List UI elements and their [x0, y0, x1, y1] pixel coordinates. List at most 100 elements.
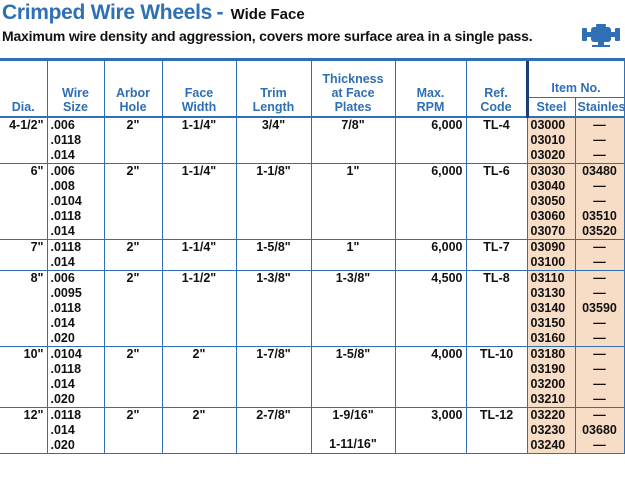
cell-max-rpm-value: 6,000 — [431, 118, 463, 132]
cell-ref-code-value: TL-10 — [479, 347, 514, 361]
cell-max-rpm: 6,000 — [394, 163, 466, 240]
cell-arbor-hole-value: 2" — [126, 118, 140, 132]
header-trim-length: Trim Length — [235, 58, 311, 118]
cell-steel-item-item: 03190 — [530, 362, 566, 376]
cell-steel-item: 03220 03230 03240 — [526, 407, 575, 454]
cell-max-rpm: 4,500 — [394, 270, 466, 347]
cell-face-width-value: 2" — [192, 408, 206, 422]
cell-arbor-hole-value: 2" — [126, 164, 140, 178]
cell-face-width: 1-1/4" — [161, 239, 236, 271]
header-thickness: Thickness at Face Plates — [310, 58, 395, 118]
cell-wire-size-item: .014 — [50, 377, 75, 391]
table-row: 4-1/2" .006.0118.014 2" 1-1/4" 3/4" 7/8" 6,000… — [0, 117, 625, 164]
cell-steel-item-item: 03220 — [530, 408, 566, 422]
cell-wire-size: .006.008.0104.0118.014 — [46, 163, 104, 240]
cell-steel-item-item: 03210 — [530, 392, 566, 406]
cell-max-rpm: 3,000 — [394, 407, 466, 454]
cell-wire-size-item: .0118 — [50, 301, 82, 315]
cell-face-width: 1-1/2" — [161, 270, 236, 347]
cell-dia-value: 7" — [30, 240, 44, 254]
cell-stainless-item-item: 03520 — [582, 224, 617, 238]
cell-arbor-hole: 2" — [103, 270, 162, 347]
cell-dia: 4-1/2" — [0, 117, 47, 164]
cell-stainless-item-item: — — [593, 331, 606, 345]
cell-steel-item-item: 03010 — [530, 133, 566, 147]
cell-thickness: 1" — [310, 163, 395, 240]
cell-wire-size-item: .0118 — [50, 240, 82, 254]
cell-max-rpm-value: 4,000 — [431, 347, 463, 361]
cell-steel-item-item: 03050 — [530, 194, 566, 208]
cell-arbor-hole: 2" — [103, 163, 162, 240]
cell-arbor-hole: 2" — [103, 407, 162, 454]
cell-trim-length-value: 2-7/8" — [256, 408, 291, 422]
cell-trim-length-value: 1-7/8" — [256, 347, 291, 361]
cell-wire-size-item: .020 — [50, 392, 75, 406]
cell-stainless-item-item: — — [593, 362, 606, 376]
cell-dia: 12" — [0, 407, 47, 454]
cell-wire-size-item: .014 — [50, 148, 75, 162]
cell-thickness-item: 1-5/8" — [335, 347, 371, 361]
cell-wire-size-item: .0104 — [50, 347, 82, 361]
cell-wire-size-item: .014 — [50, 316, 75, 330]
cell-trim-length-value: 1-1/8" — [256, 164, 291, 178]
cell-stainless-item-item: — — [593, 408, 606, 422]
cell-stainless-item-item: — — [593, 377, 606, 391]
cell-stainless-item-item: — — [593, 148, 606, 162]
cell-stainless-item-item: 03680 — [582, 423, 617, 437]
cell-face-width: 2" — [161, 407, 236, 454]
cell-dia: 6" — [0, 163, 47, 240]
cell-face-width-value: 1-1/4" — [181, 240, 217, 254]
header-steel: Steel — [525, 97, 575, 118]
cell-trim-length: 1-7/8" — [235, 346, 311, 408]
table-row: 10" .0104.0118.014.020 2" 2" 1-7/8" 1-5/8" 4,0… — [0, 346, 625, 408]
cell-wire-size: .006.0118.014 — [46, 117, 104, 164]
cell-trim-length-value: 3/4" — [261, 118, 286, 132]
cell-steel-item-item: 03100 — [530, 255, 566, 269]
cell-stainless-item-item: — — [593, 179, 606, 193]
cell-stainless-item-item: 03510 — [582, 209, 617, 223]
header-item-no: Item No. — [525, 58, 625, 98]
cell-stainless-item: —03680— — [574, 407, 625, 454]
page-header: Crimped Wire Wheels - Wide Face Maximum … — [0, 0, 625, 50]
cell-arbor-hole: 2" — [103, 239, 162, 271]
cell-ref-code: TL-6 — [465, 163, 527, 240]
cell-ref-code: TL-7 — [465, 239, 527, 271]
cell-stainless-item-item: — — [593, 194, 606, 208]
cell-face-width-value: 1-1/4" — [181, 164, 217, 178]
cell-wire-size-item: .008 — [50, 179, 75, 193]
cell-wire-size-item: .014 — [50, 255, 75, 269]
cell-wire-size: .0118.014 — [46, 239, 104, 271]
cell-face-width: 1-1/4" — [161, 117, 236, 164]
cell-wire-size-item: .0118 — [50, 209, 82, 223]
cell-ref-code-value: TL-12 — [479, 408, 514, 422]
table-row: 8" .006.0095.0118.014.020 2" 1-1/2" 1-3/8" 1-… — [0, 270, 625, 347]
header-face-width: Face Width — [161, 58, 236, 118]
cell-steel-item: 03000 03010 03020 — [526, 117, 575, 164]
cell-thickness-item: 7/8" — [341, 118, 365, 132]
cell-ref-code: TL-4 — [465, 117, 527, 164]
cell-steel-item-item: 03000 — [530, 118, 566, 132]
cell-steel-item-item: 03240 — [530, 438, 566, 452]
cell-trim-length: 1-3/8" — [235, 270, 311, 347]
specifications-table: Dia. Wire Size Arbor Hole Face Width Trim Le… — [0, 58, 625, 454]
cell-wire-size-item: .006 — [50, 118, 75, 132]
cell-dia-value: 8" — [30, 271, 44, 285]
cell-steel-item-item: 03020 — [530, 148, 566, 162]
cell-max-rpm-value: 4,500 — [431, 271, 463, 285]
cell-face-width: 1-1/4" — [161, 163, 236, 240]
cell-max-rpm: 6,000 — [394, 239, 466, 271]
cell-thickness-item: 1-9/16" — [332, 408, 374, 422]
cell-arbor-hole-value: 2" — [126, 408, 140, 422]
cell-stainless-item-item: — — [593, 255, 606, 269]
header-max-rpm: Max. RPM — [394, 58, 466, 118]
cell-thickness-item: 1-11/16" — [329, 437, 377, 451]
cell-face-width-value: 2" — [192, 347, 206, 361]
cell-wire-size-item: .0118 — [50, 408, 82, 422]
cell-wire-size: .0104.0118.014.020 — [46, 346, 104, 408]
cell-arbor-hole-value: 2" — [126, 240, 140, 254]
cell-dia: 7" — [0, 239, 47, 271]
cell-steel-item-item: 03040 — [530, 179, 566, 193]
cell-steel-item-item: 03180 — [530, 347, 566, 361]
header-wire-size: Wire Size — [46, 58, 104, 118]
cell-arbor-hole: 2" — [103, 117, 162, 164]
